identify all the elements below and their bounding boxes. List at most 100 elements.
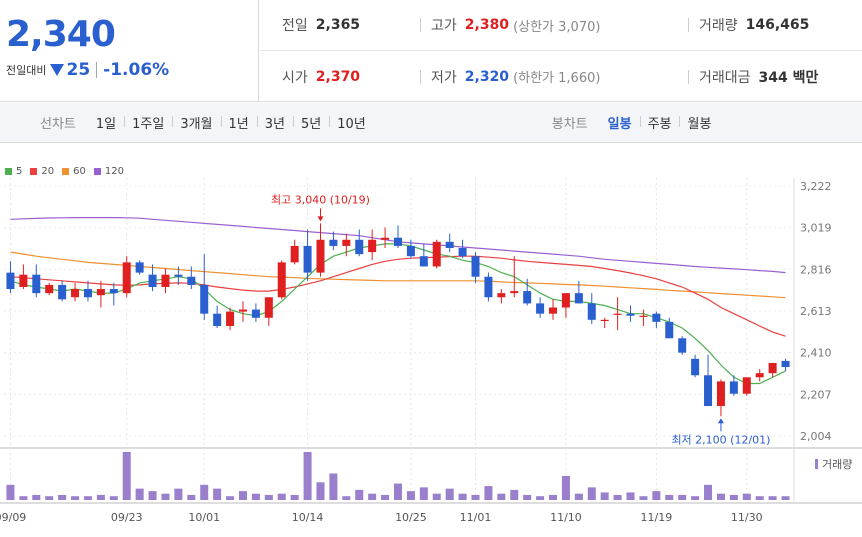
candle-daily[interactable]: 일봉 bbox=[607, 117, 632, 132]
volume-bar bbox=[19, 496, 28, 500]
volume-bar bbox=[187, 494, 196, 500]
y-tick-label: 2,004 bbox=[800, 430, 832, 443]
volume-bar bbox=[781, 496, 790, 500]
volume-bar bbox=[523, 494, 532, 500]
candle-chart-periods: 봉차트 일봉 주봉 월봉 bbox=[552, 113, 720, 132]
price-box: 2,340 전일대비 25 -1.06% bbox=[0, 0, 259, 102]
candle bbox=[161, 274, 170, 287]
candle bbox=[600, 319, 609, 322]
candle bbox=[419, 256, 428, 267]
lower-limit: (하한가 1,660) bbox=[513, 71, 601, 86]
candle bbox=[226, 311, 235, 326]
volume-bar bbox=[200, 484, 209, 500]
legend-label: 120 bbox=[104, 166, 124, 177]
high-annotation: 최고 3,040 (10/19) bbox=[271, 193, 370, 206]
low-arrow-head bbox=[717, 418, 724, 424]
volume-bar bbox=[290, 494, 299, 500]
volume-bar bbox=[742, 493, 751, 500]
volume-bar bbox=[342, 496, 351, 500]
period-5y[interactable]: 5년 bbox=[293, 113, 329, 132]
ma20-line bbox=[10, 255, 786, 337]
chart-toolbar: 선차트 1일 1주일 3개월 1년 3년 5년 10년 봉차트 일봉 주봉 월봉 bbox=[0, 103, 862, 143]
candle bbox=[148, 274, 157, 287]
period-1w[interactable]: 1주일 bbox=[124, 113, 172, 132]
volume-bar bbox=[445, 488, 454, 500]
legend-swatch bbox=[5, 168, 12, 175]
period-3y[interactable]: 3년 bbox=[256, 113, 293, 132]
candle bbox=[549, 307, 558, 314]
x-tick-label: 09/09 bbox=[0, 511, 26, 524]
candle bbox=[251, 309, 260, 318]
period-10y[interactable]: 10년 bbox=[329, 113, 374, 132]
y-tick-label: 2,816 bbox=[800, 263, 832, 276]
period-1y[interactable]: 1년 bbox=[220, 113, 257, 132]
divider bbox=[96, 62, 98, 78]
volume-bar bbox=[226, 496, 235, 500]
volume-bar bbox=[148, 491, 157, 500]
candle bbox=[71, 289, 80, 298]
candle bbox=[639, 315, 648, 317]
quote-header: 2,340 전일대비 25 -1.06% 전일 2,365 고가 2,380 (… bbox=[0, 0, 862, 102]
legend-ma20: 20 bbox=[30, 166, 54, 177]
volume-bar bbox=[83, 496, 92, 500]
candle bbox=[742, 377, 751, 394]
candle bbox=[19, 274, 28, 287]
prev-close-label: 전일 bbox=[282, 18, 308, 34]
period-1d[interactable]: 1일 bbox=[95, 117, 117, 132]
volume-bar bbox=[96, 494, 105, 500]
candle bbox=[45, 284, 54, 294]
volume-label: 거래량 bbox=[822, 458, 852, 471]
volume-bar bbox=[122, 452, 131, 500]
volume-bar bbox=[574, 493, 583, 500]
candle-monthly[interactable]: 월봉 bbox=[679, 113, 719, 132]
candle bbox=[122, 262, 131, 294]
candle bbox=[768, 362, 777, 374]
candle bbox=[32, 274, 41, 294]
volume-bar bbox=[393, 483, 403, 500]
x-tick-label: 09/23 bbox=[111, 511, 143, 524]
volume-value: 146,465 bbox=[745, 17, 810, 33]
volume-bar bbox=[678, 494, 687, 500]
volume-bar bbox=[406, 491, 415, 500]
x-tick-label: 11/01 bbox=[460, 511, 492, 524]
volume-bar bbox=[381, 494, 390, 500]
legend-ma60: 60 bbox=[62, 166, 86, 177]
candle bbox=[96, 289, 105, 296]
quote-summary: 전일 2,365 고가 2,380 (상한가 3,070) 거래량 146,46… bbox=[260, 0, 862, 102]
candle bbox=[277, 262, 286, 298]
legend-swatch bbox=[62, 168, 70, 175]
x-tick-label: 10/25 bbox=[395, 511, 427, 524]
volume-bar bbox=[665, 494, 674, 500]
volume: 거래량 146,465 bbox=[688, 0, 809, 50]
legend-ma5: 5 bbox=[5, 166, 22, 177]
period-3m[interactable]: 3개월 bbox=[172, 113, 220, 132]
current-price: 2,340 bbox=[6, 14, 116, 55]
candle bbox=[729, 381, 738, 394]
candle bbox=[58, 284, 67, 300]
volume-bar bbox=[729, 494, 738, 500]
candle bbox=[355, 239, 364, 255]
volume-bar bbox=[458, 493, 467, 500]
volume-bar bbox=[161, 493, 170, 500]
candle bbox=[704, 375, 713, 407]
volume-bar bbox=[277, 493, 286, 500]
candle bbox=[393, 237, 403, 246]
volume-bar bbox=[174, 488, 183, 500]
candle bbox=[536, 303, 545, 314]
volume-bar bbox=[238, 491, 247, 500]
volume-bar bbox=[587, 487, 596, 500]
candle bbox=[755, 373, 764, 378]
open-label: 시가 bbox=[282, 69, 308, 86]
volume-bar bbox=[510, 489, 519, 500]
divider bbox=[420, 18, 421, 32]
candle bbox=[6, 272, 15, 290]
volume-bar bbox=[755, 496, 764, 500]
volume-bar bbox=[471, 494, 480, 500]
candle-weekly[interactable]: 주봉 bbox=[639, 113, 680, 132]
candle bbox=[652, 313, 661, 322]
candle-chart-label: 봉차트 bbox=[551, 117, 588, 132]
volume-bar bbox=[432, 493, 441, 500]
x-tick-label: 10/01 bbox=[188, 511, 220, 524]
volume-bar bbox=[32, 494, 41, 500]
